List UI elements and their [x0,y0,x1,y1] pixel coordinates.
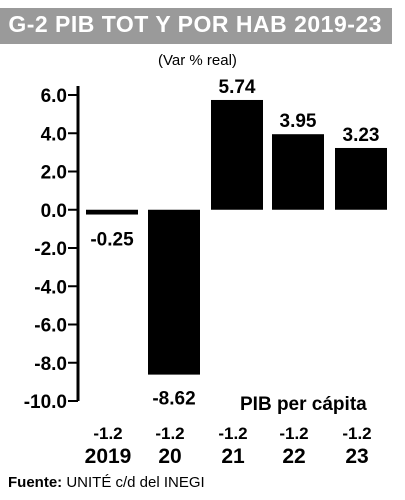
y-tick-label: -4.0 [34,277,67,298]
source-text: UNITÉ c/d del INEGI [62,474,205,491]
y-tick-label: -8.0 [34,354,67,375]
category-label: 22 [282,445,305,468]
bar [211,99,263,210]
per-capita-value: -1.2 [93,424,122,443]
y-tick-label: -6.0 [34,316,67,337]
category-label: 20 [158,445,181,468]
per-capita-value: -1.2 [279,424,308,443]
source-label: Fuente: [8,474,63,491]
category-label: 21 [221,445,245,468]
bar [272,134,324,210]
category-label: 23 [345,445,368,468]
y-tick-label: 4.0 [41,124,67,145]
per-capita-value: -1.2 [342,424,371,443]
bar [335,147,387,210]
title-bar: G-2 PIB TOT Y POR HAB 2019-23 [0,8,392,44]
bar-value-label: 3.23 [343,125,380,146]
per-capita-value: -1.2 [155,424,184,443]
chart-subtitle: (Var % real) [158,52,237,69]
source-note: Fuente: UNITÉ c/d del INEGI [8,474,205,491]
per-capita-note: PIB per cápita [240,394,367,415]
y-tick-label: -2.0 [34,239,67,260]
category-label: 2019 [85,445,132,468]
bar-value-label: 3.95 [280,111,317,132]
y-tick-label: 0.0 [41,201,67,222]
bar-value-label: 5.74 [219,77,256,98]
chart-title: G-2 PIB TOT Y POR HAB 2019-23 [8,11,382,37]
y-tick-label: 2.0 [41,163,67,184]
bar-value-label: -8.62 [152,389,195,410]
y-tick-label: 6.0 [41,86,67,107]
y-tick-label: -10.0 [24,392,67,413]
bar-value-label: -0.25 [90,229,134,250]
bar [86,209,138,215]
bar [148,209,200,375]
per-capita-value: -1.2 [218,424,247,443]
